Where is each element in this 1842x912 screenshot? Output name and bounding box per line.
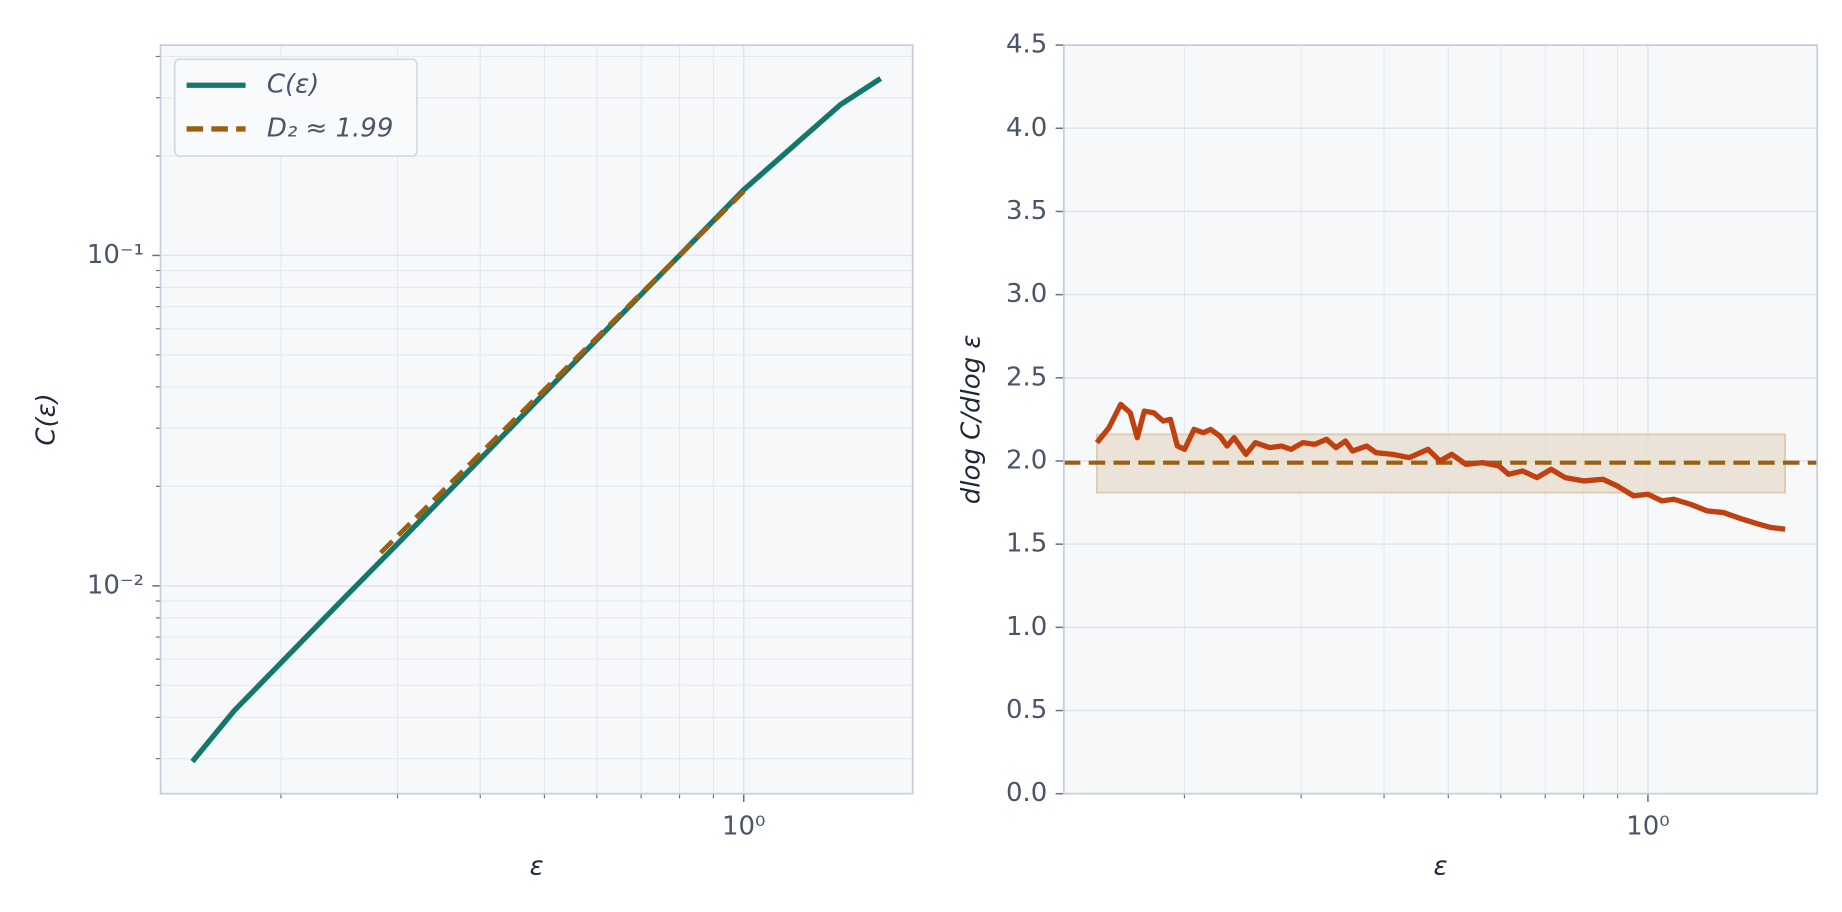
- y-tick-label: 1.0: [1006, 612, 1047, 642]
- y-tick-label: 1.5: [1006, 529, 1047, 559]
- y-tick-label: 4.5: [1006, 30, 1047, 60]
- y-tick-label: 4.0: [1006, 113, 1047, 143]
- legend-label: D₂ ≈ 1.99: [267, 113, 394, 143]
- y-tick-label: 2.0: [1006, 445, 1047, 475]
- x-axis-title: ε: [530, 851, 544, 881]
- plot-frame: [1062, 44, 1819, 795]
- y-tick-label: 3.5: [1006, 196, 1047, 226]
- legend-label: C(ε): [267, 70, 319, 100]
- plot-area: [160, 45, 913, 794]
- y-tick-label: 2.5: [1006, 362, 1047, 392]
- chart-panel: 10⁰ 10⁻² 10⁻¹ ε C(ε) C(ε) D₂ ≈ 1.99: [32, 44, 914, 881]
- x-tick-label: 10⁰: [722, 811, 765, 841]
- x-axis-title: ε: [1434, 851, 1448, 881]
- y-tick-label: 10⁻²: [87, 570, 144, 600]
- y-tick-label: 0.0: [1006, 778, 1047, 808]
- y-tick-label: 0.5: [1006, 695, 1047, 725]
- y-tick-label: 10⁻¹: [87, 240, 144, 270]
- series-line: [1094, 401, 1786, 532]
- y-axis-title: dlog C/dlog ε: [956, 335, 986, 505]
- y-axis-title: C(ε): [32, 393, 62, 445]
- series-line: [379, 184, 752, 555]
- series-line: [190, 76, 883, 764]
- x-tick-label: 10⁰: [1626, 811, 1669, 841]
- plot-frame: [159, 44, 914, 795]
- chart-panel: 10⁰ 0.0 0.5 1.0 1.5 2.0 2.5 3.0 3.5 4.0 4.5 ε dlog C…: [956, 30, 1819, 881]
- plot-area: [1063, 45, 1818, 794]
- y-tick-label: 3.0: [1006, 279, 1047, 309]
